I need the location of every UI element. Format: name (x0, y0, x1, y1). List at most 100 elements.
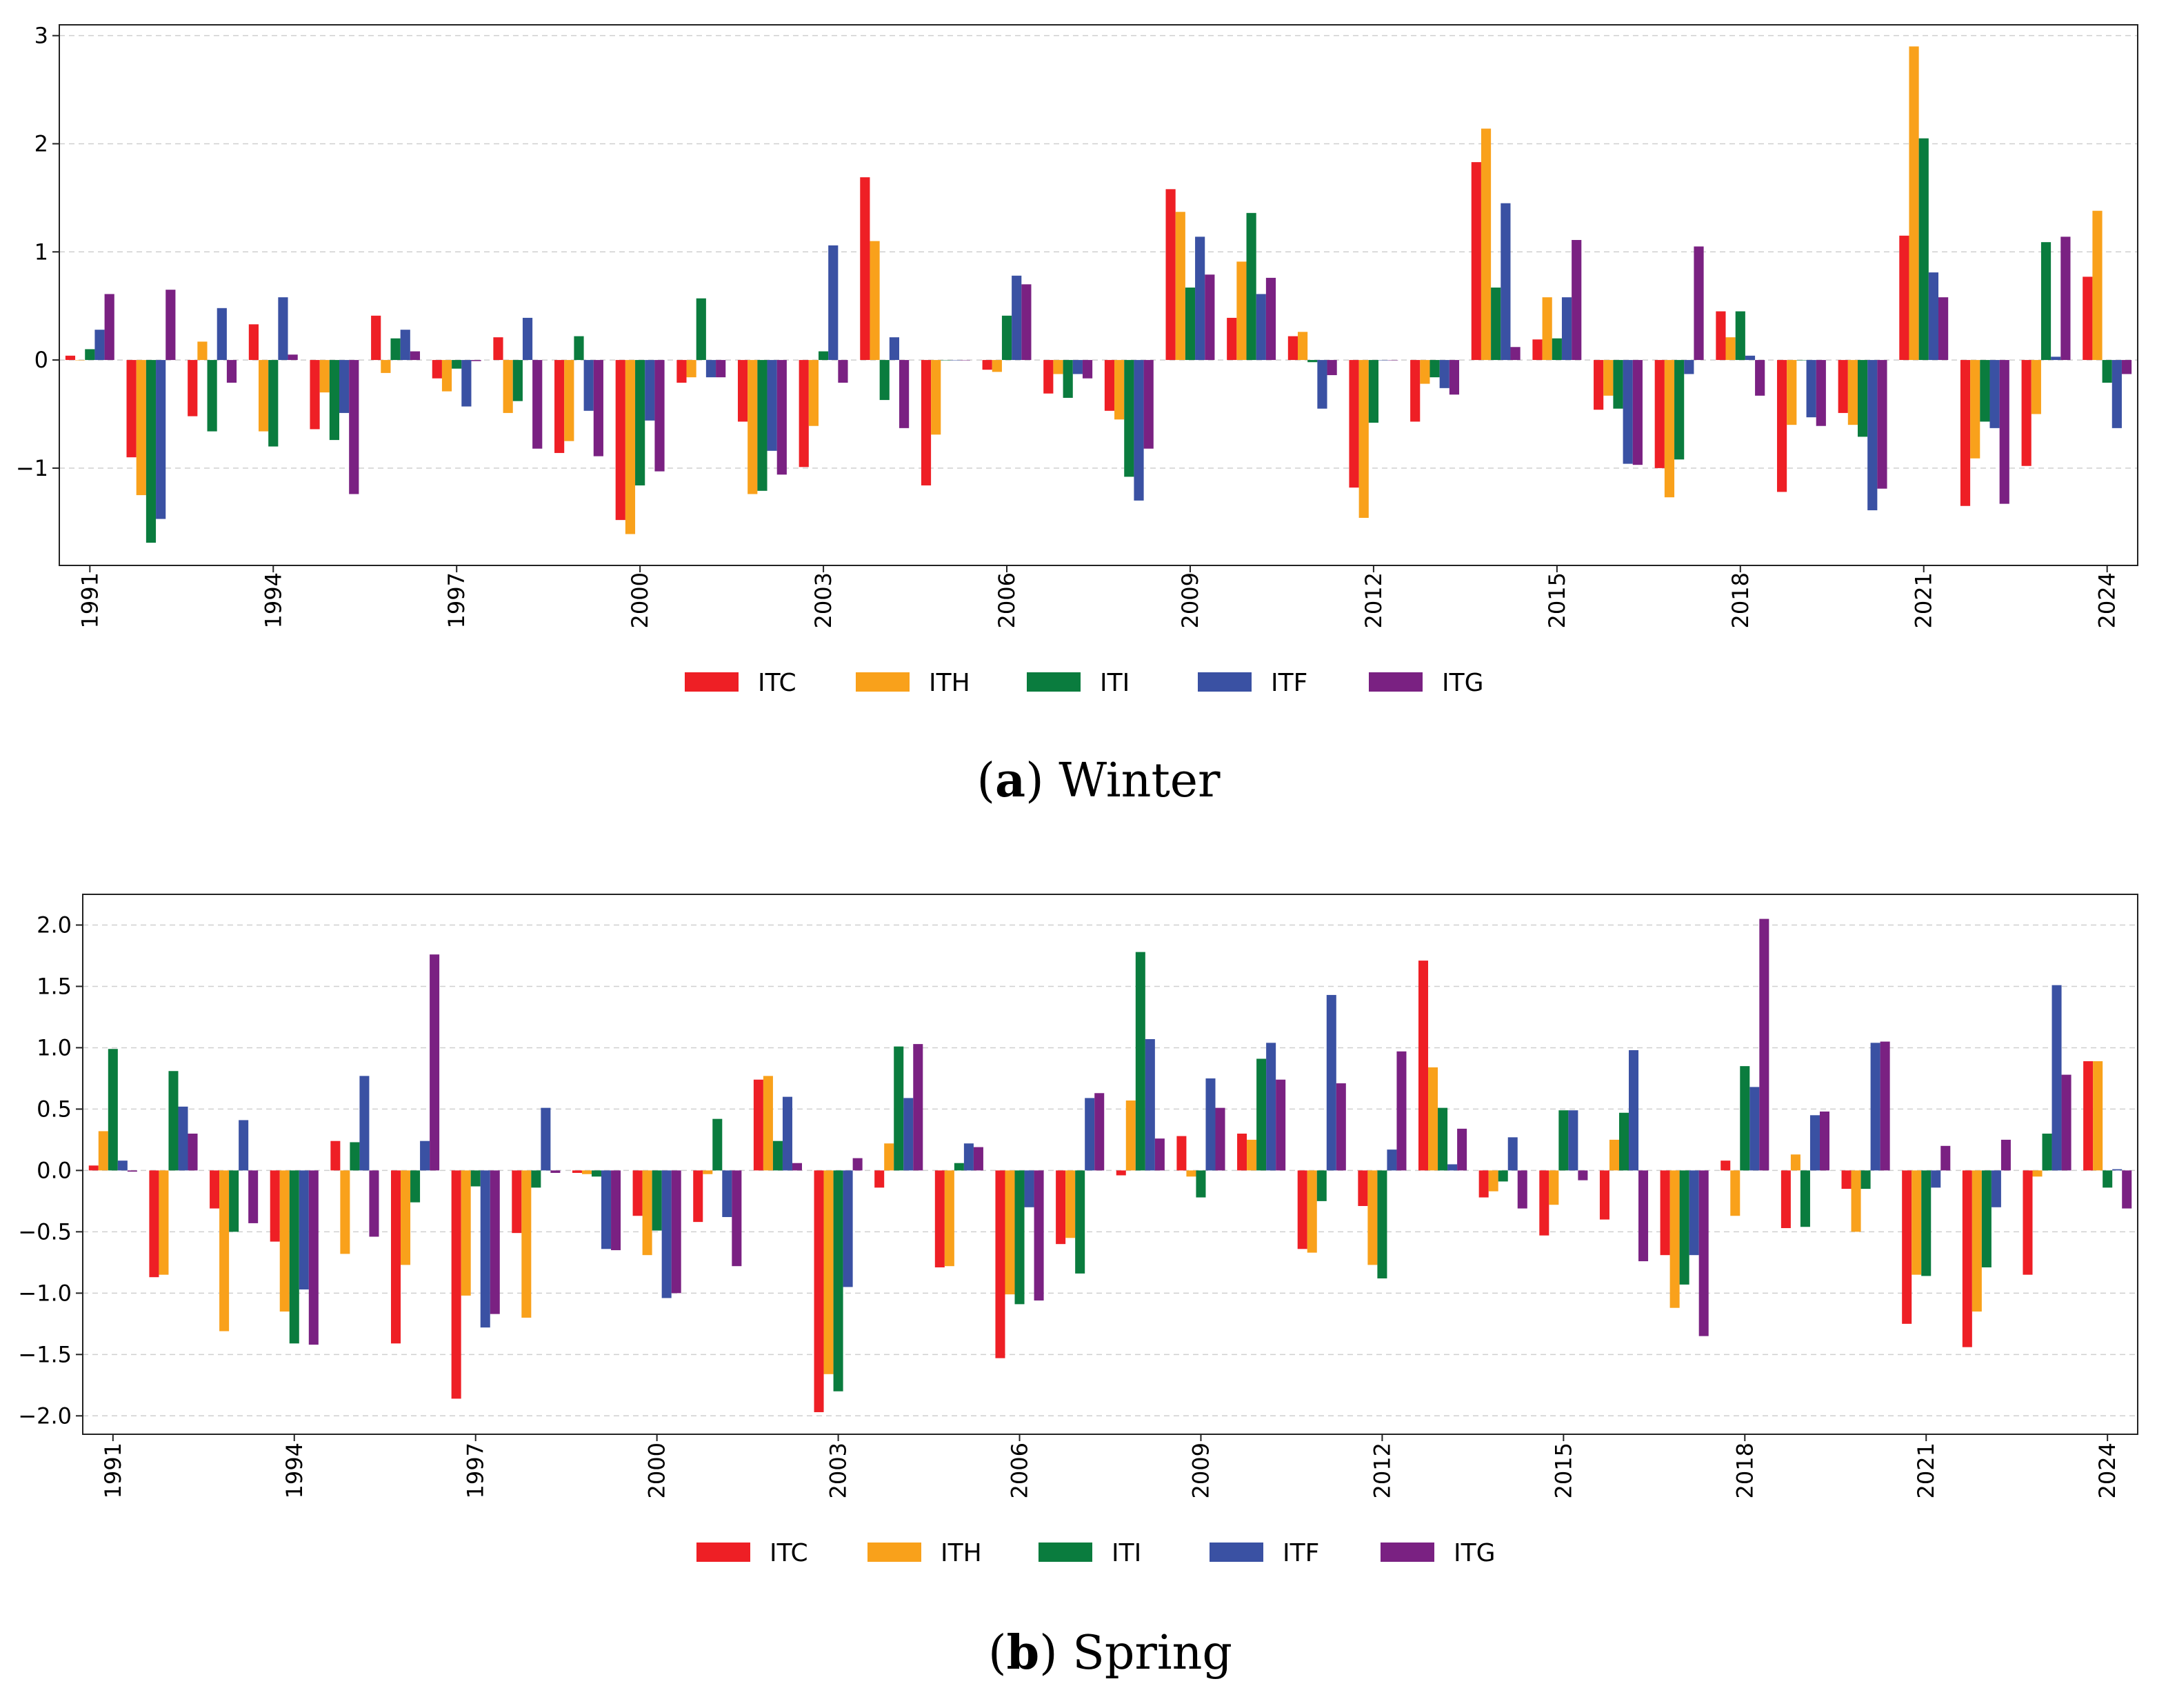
bar-itg-1996 (410, 351, 421, 361)
winter-chart-panel: −1 0 1 2 3 1991 1994 1997 2000 2003 2006 2009 2012 20… (16, 23, 2138, 808)
bar-ith-1991 (98, 1131, 108, 1171)
bar-itc-1996 (391, 1170, 401, 1344)
bar-itf-2009 (1195, 237, 1205, 361)
bar-itg-2000 (671, 1170, 681, 1294)
bar-ith-2001 (703, 1170, 713, 1174)
bar-ith-1997 (461, 1170, 471, 1296)
bar-iti-2000 (635, 360, 645, 485)
bar-itf-2004 (903, 1098, 914, 1171)
bar-itf-2016 (1623, 360, 1633, 464)
bar-itc-2020 (1841, 1170, 1852, 1189)
y-tick-label: −1.5 (18, 1341, 72, 1367)
bar-itf-2018 (1749, 1087, 1760, 1171)
bar-itg-1999 (611, 1170, 621, 1251)
bar-itg-2013 (1457, 1128, 1467, 1171)
legend-label-itc: ITC (758, 669, 796, 697)
x-tick-label: 2018 (1727, 572, 1754, 628)
legend: ITC ITH ITI ITF ITG (696, 1539, 1496, 1567)
bar-iti-2024 (2103, 1170, 2113, 1188)
bar-itg-2001 (732, 1170, 742, 1267)
bar-ith-2002 (763, 1076, 773, 1171)
bar-itf-1999 (583, 360, 594, 411)
bar-itf-2014 (1507, 1137, 1518, 1171)
bar-itc-2012 (1358, 1170, 1368, 1207)
bar-iti-2006 (1014, 1170, 1025, 1305)
bar-itf-1992 (178, 1106, 188, 1171)
panel-caption: (a) Winter (976, 753, 1221, 808)
bar-itf-2022 (1991, 1170, 2001, 1207)
bar-iti-1991 (85, 349, 95, 361)
bar-itg-1995 (369, 1170, 379, 1237)
bar-itf-2007 (1072, 360, 1083, 374)
bar-itg-2012 (1396, 1051, 1407, 1171)
y-tick-label: −1 (16, 455, 48, 481)
bar-itc-2009 (1165, 189, 1176, 361)
bar-itf-2023 (2051, 356, 2061, 361)
bar-itg-2018 (1755, 360, 1765, 396)
bar-itc-2011 (1287, 336, 1298, 361)
bar-itf-2013 (1439, 360, 1449, 388)
bar-iti-2016 (1618, 1112, 1629, 1171)
bar-itc-2018 (1716, 311, 1726, 361)
bar-iti-1996 (390, 338, 401, 361)
bar-ith-2020 (1851, 1170, 1861, 1232)
bar-itc-2008 (1104, 360, 1115, 411)
bar-itc-1997 (451, 1170, 461, 1399)
bar-itf-2006 (1024, 1170, 1034, 1207)
y-tick-label: 3 (34, 23, 48, 49)
bar-itg-2011 (1327, 360, 1337, 376)
legend-label-ith: ITH (941, 1539, 982, 1567)
bar-itc-2005 (934, 1170, 945, 1267)
bar-itg-1993 (248, 1170, 259, 1223)
bar-itf-2000 (645, 360, 655, 421)
bar-itg-1991 (104, 294, 114, 361)
legend-label-itf: ITF (1283, 1539, 1319, 1567)
bar-ith-1994 (279, 1170, 290, 1312)
bar-iti-1997 (452, 360, 462, 369)
bar-itf-2021 (1928, 272, 1939, 361)
bar-iti-1993 (207, 360, 217, 432)
bar-itc-2006 (995, 1170, 1005, 1358)
bar-itf-1994 (299, 1170, 309, 1290)
bar-iti-2016 (1613, 360, 1623, 409)
bar-itf-1993 (217, 308, 227, 361)
legend: ITC ITH ITI ITF ITG (685, 669, 1484, 697)
bar-ith-2017 (1669, 1170, 1680, 1308)
bar-itf-1992 (156, 360, 166, 519)
bar-itg-2007 (1094, 1093, 1105, 1171)
bar-itg-2002 (776, 360, 787, 475)
bar-itc-1994 (270, 1170, 280, 1242)
bar-itf-2000 (661, 1170, 672, 1298)
bar-ith-1994 (258, 360, 269, 432)
bar-itc-2004 (860, 177, 870, 361)
bar-iti-1995 (329, 360, 340, 441)
y-tick-label: 0 (34, 347, 48, 373)
bar-itf-2010 (1256, 294, 1266, 361)
bar-ith-1996 (381, 360, 391, 373)
bar-ith-2015 (1549, 1170, 1559, 1205)
bar-ith-2018 (1725, 337, 1736, 361)
bar-itc-2007 (1056, 1170, 1066, 1245)
bar-itc-2016 (1594, 360, 1604, 410)
bar-ith-2001 (686, 360, 696, 378)
bar-itg-2014 (1510, 347, 1521, 361)
bar-ith-1993 (197, 341, 208, 361)
bar-itc-2000 (615, 360, 625, 521)
x-tick-label: 1994 (281, 1443, 308, 1498)
bar-itg-1996 (430, 954, 440, 1171)
bar-itf-2020 (1867, 360, 1878, 511)
bar-itc-2000 (632, 1170, 643, 1216)
bar-itc-2014 (1471, 162, 1481, 361)
bar-iti-2009 (1185, 288, 1196, 361)
bar-ith-2007 (1053, 360, 1063, 374)
bar-itf-2011 (1317, 360, 1327, 409)
x-tick-label: 2000 (644, 1443, 670, 1498)
bar-iti-2009 (1196, 1170, 1206, 1198)
bar-iti-2008 (1135, 952, 1145, 1171)
bar-ith-2023 (2031, 360, 2041, 414)
bar-itf-1996 (420, 1141, 430, 1171)
bar-itf-2008 (1145, 1038, 1155, 1171)
bar-ith-2018 (1730, 1170, 1740, 1216)
bar-iti-2014 (1498, 1170, 1508, 1182)
bar-itg-2024 (2121, 360, 2132, 374)
